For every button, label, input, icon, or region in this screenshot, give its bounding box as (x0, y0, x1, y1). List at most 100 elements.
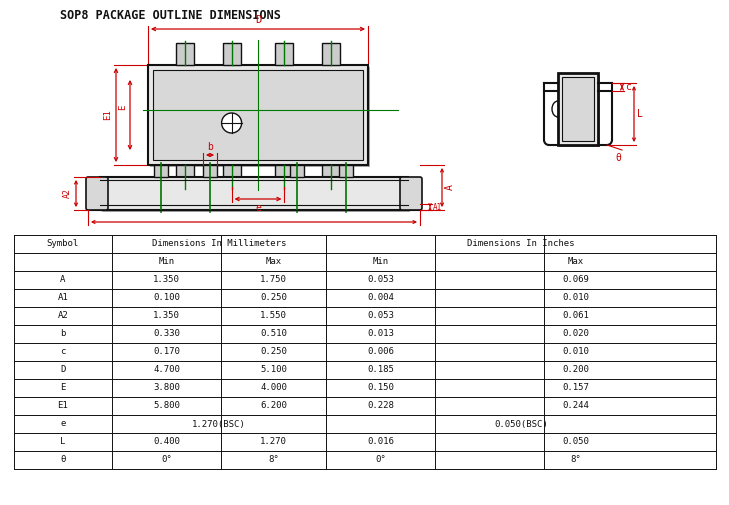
Bar (148, 65, 368, 165)
Text: 0.016: 0.016 (367, 437, 394, 446)
Text: e: e (255, 203, 261, 213)
Text: 0.050: 0.050 (562, 437, 589, 446)
Bar (153, 70, 363, 160)
Text: e: e (61, 420, 66, 429)
Text: 0.157: 0.157 (562, 383, 589, 392)
Bar (100, 177, 408, 210)
Bar (222, 43, 241, 65)
Bar (177, 166, 195, 188)
Text: 0.069: 0.069 (562, 276, 589, 284)
Text: 0.200: 0.200 (562, 366, 589, 375)
Bar (323, 44, 340, 66)
Text: 0.510: 0.510 (260, 329, 287, 338)
Text: Min: Min (158, 258, 174, 267)
Bar (276, 166, 295, 188)
Text: E1: E1 (58, 401, 69, 411)
Text: 1.270(BSC): 1.270(BSC) (192, 420, 246, 429)
Bar (102, 179, 410, 212)
Bar (291, 166, 305, 178)
Text: 1.550: 1.550 (260, 312, 287, 321)
Bar (290, 165, 304, 177)
Text: 4.000: 4.000 (260, 383, 287, 392)
Text: 3.800: 3.800 (153, 383, 180, 392)
Text: 8°: 8° (570, 456, 581, 465)
Text: 5.800: 5.800 (153, 401, 180, 411)
Text: Max: Max (265, 258, 281, 267)
Text: Max: Max (567, 258, 583, 267)
Text: A2: A2 (58, 312, 69, 321)
Text: 8°: 8° (268, 456, 279, 465)
Text: SOP8 PACKAGE OUTLINE DIMENSIONS: SOP8 PACKAGE OUTLINE DIMENSIONS (60, 9, 281, 22)
Text: E: E (61, 383, 66, 392)
Text: 0.150: 0.150 (367, 383, 394, 392)
Text: c: c (61, 347, 66, 357)
Text: L: L (637, 109, 643, 119)
Text: 5.100: 5.100 (260, 366, 287, 375)
Bar (155, 166, 169, 178)
Text: E1: E1 (103, 110, 112, 120)
Text: Dimensions In Millimeters: Dimensions In Millimeters (152, 239, 286, 248)
Text: 1.350: 1.350 (153, 312, 180, 321)
Text: 4.700: 4.700 (153, 366, 180, 375)
Bar (323, 166, 340, 188)
Circle shape (222, 113, 241, 133)
Text: 0.013: 0.013 (367, 329, 394, 338)
Text: 0.020: 0.020 (562, 329, 589, 338)
Text: L: L (61, 437, 66, 446)
Bar (276, 43, 293, 65)
Text: 0.244: 0.244 (562, 401, 589, 411)
Text: D: D (255, 15, 261, 25)
Text: b: b (61, 329, 66, 338)
Text: 1.270: 1.270 (260, 437, 287, 446)
Text: 0°: 0° (161, 456, 172, 465)
Text: θ: θ (61, 456, 66, 465)
Text: 0.170: 0.170 (153, 347, 180, 357)
Text: 0.053: 0.053 (367, 312, 394, 321)
Text: 6.200: 6.200 (260, 401, 287, 411)
FancyBboxPatch shape (400, 177, 422, 210)
Bar (276, 44, 295, 66)
Bar (177, 44, 195, 66)
Text: 0.010: 0.010 (562, 293, 589, 302)
Bar (222, 165, 241, 187)
Text: 0.053: 0.053 (367, 276, 394, 284)
Text: 0.050(BSC): 0.050(BSC) (494, 420, 548, 429)
Bar (154, 165, 168, 177)
Text: A1: A1 (58, 293, 69, 302)
Text: 0.006: 0.006 (367, 347, 394, 357)
Text: Symbol: Symbol (47, 239, 79, 248)
Text: Dimensions In Inches: Dimensions In Inches (467, 239, 574, 248)
Text: A2: A2 (63, 188, 72, 198)
Bar (321, 43, 340, 65)
Text: 0.010: 0.010 (562, 347, 589, 357)
Bar (340, 166, 354, 178)
Bar (558, 73, 598, 145)
Text: 0°: 0° (375, 456, 386, 465)
Bar (339, 165, 353, 177)
Bar (150, 67, 370, 167)
Bar (176, 43, 195, 65)
Bar (203, 165, 217, 177)
Bar (176, 165, 195, 187)
Text: A: A (61, 276, 66, 284)
Text: 0.061: 0.061 (562, 312, 589, 321)
Text: E: E (118, 105, 127, 110)
Text: c: c (625, 82, 631, 92)
Text: 0.004: 0.004 (367, 293, 394, 302)
Text: 0.228: 0.228 (367, 401, 394, 411)
Text: 0.330: 0.330 (153, 329, 180, 338)
Bar (224, 44, 241, 66)
Bar (224, 166, 241, 188)
Text: 0.400: 0.400 (153, 437, 180, 446)
Text: θ: θ (615, 153, 621, 163)
Bar (560, 75, 600, 147)
Bar (321, 165, 340, 187)
Text: A1: A1 (433, 203, 443, 212)
Text: b: b (207, 142, 213, 152)
Text: 0.250: 0.250 (260, 347, 287, 357)
Text: 0.100: 0.100 (153, 293, 180, 302)
Text: 0.185: 0.185 (367, 366, 394, 375)
Text: 1.350: 1.350 (153, 276, 180, 284)
Bar (276, 165, 293, 187)
Bar (204, 166, 218, 178)
